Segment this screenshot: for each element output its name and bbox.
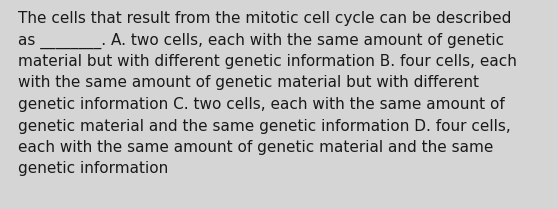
Text: genetic material and the same genetic information D. four cells,: genetic material and the same genetic in… [18, 119, 511, 134]
Text: The cells that result from the mitotic cell cycle can be described: The cells that result from the mitotic c… [18, 11, 511, 26]
Text: material but with different genetic information B. four cells, each: material but with different genetic info… [18, 54, 517, 69]
Text: genetic information C. two cells, each with the same amount of: genetic information C. two cells, each w… [18, 97, 505, 112]
Text: each with the same amount of genetic material and the same: each with the same amount of genetic mat… [18, 140, 493, 155]
Text: with the same amount of genetic material but with different: with the same amount of genetic material… [18, 75, 479, 90]
Text: as ________. A. two cells, each with the same amount of genetic: as ________. A. two cells, each with the… [18, 33, 504, 49]
Text: genetic information: genetic information [18, 162, 169, 176]
